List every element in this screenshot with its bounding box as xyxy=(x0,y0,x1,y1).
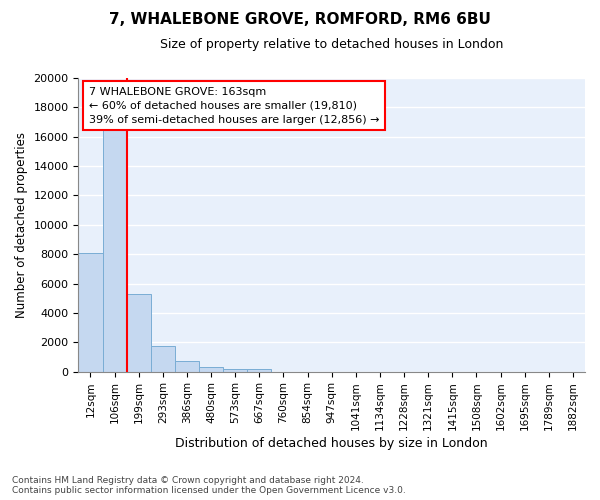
Bar xyxy=(247,369,271,372)
Bar xyxy=(175,360,199,372)
Text: 7 WHALEBONE GROVE: 163sqm
← 60% of detached houses are smaller (19,810)
39% of s: 7 WHALEBONE GROVE: 163sqm ← 60% of detac… xyxy=(89,87,379,125)
Bar xyxy=(103,130,127,372)
Bar xyxy=(199,367,223,372)
Bar xyxy=(151,346,175,372)
Text: 7, WHALEBONE GROVE, ROMFORD, RM6 6BU: 7, WHALEBONE GROVE, ROMFORD, RM6 6BU xyxy=(109,12,491,28)
Bar xyxy=(127,294,151,372)
Bar xyxy=(79,252,103,372)
X-axis label: Distribution of detached houses by size in London: Distribution of detached houses by size … xyxy=(175,437,488,450)
Text: Contains HM Land Registry data © Crown copyright and database right 2024.
Contai: Contains HM Land Registry data © Crown c… xyxy=(12,476,406,495)
Title: Size of property relative to detached houses in London: Size of property relative to detached ho… xyxy=(160,38,503,51)
Bar xyxy=(223,368,247,372)
Y-axis label: Number of detached properties: Number of detached properties xyxy=(15,132,28,318)
